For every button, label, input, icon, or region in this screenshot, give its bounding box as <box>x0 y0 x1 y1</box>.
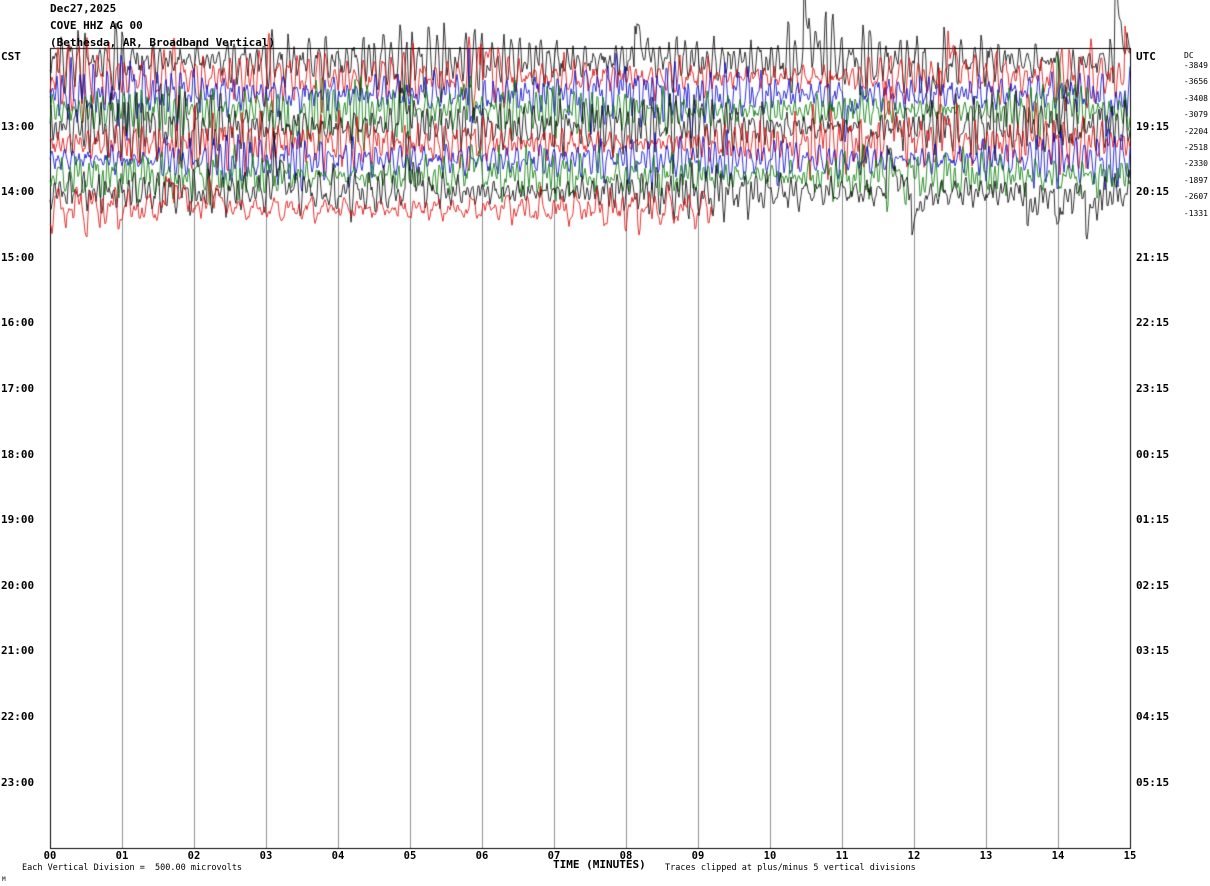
dc-offset-value-6: -2330 <box>1183 159 1208 168</box>
left-timezone-label: CST <box>1 50 21 63</box>
left-time-label-8: 21:00 <box>1 644 35 657</box>
right-time-label-4: 23:15 <box>1136 382 1170 395</box>
date-label: Dec27,2025 <box>50 2 117 15</box>
x-tick-label-0: 00 <box>43 850 57 862</box>
corner-mark: M <box>2 876 6 883</box>
x-tick-label-15: 15 <box>1123 850 1137 862</box>
x-tick-label-9: 09 <box>691 850 705 862</box>
x-tick-label-11: 11 <box>835 850 849 862</box>
dc-column-label: DC <box>1184 51 1194 60</box>
left-time-label-6: 19:00 <box>1 513 35 526</box>
dc-offset-value-8: -2607 <box>1183 192 1208 201</box>
right-time-label-6: 01:15 <box>1136 513 1170 526</box>
scale-note: Each Vertical Division = 500.00 microvol… <box>22 863 243 873</box>
right-time-label-7: 02:15 <box>1136 579 1170 592</box>
x-tick-label-3: 03 <box>259 850 273 862</box>
left-time-label-4: 17:00 <box>1 382 35 395</box>
dc-offset-value-9: -1331 <box>1183 209 1208 218</box>
clip-note: Traces clipped at plus/minus 5 vertical … <box>665 863 916 873</box>
dc-offset-value-3: -3079 <box>1183 110 1208 119</box>
x-tick-label-14: 14 <box>1051 850 1065 862</box>
left-time-label-5: 18:00 <box>1 448 35 461</box>
dc-offset-value-1: -3656 <box>1183 77 1208 86</box>
dc-offset-value-7: -1897 <box>1183 176 1208 185</box>
station-label: COVE HHZ AG 00 <box>50 19 143 32</box>
left-time-label-7: 20:00 <box>1 579 35 592</box>
left-time-label-10: 23:00 <box>1 776 35 789</box>
right-time-label-2: 21:15 <box>1136 251 1170 264</box>
left-time-label-0: 13:00 <box>1 120 35 133</box>
left-time-label-9: 22:00 <box>1 710 35 723</box>
right-time-label-9: 04:15 <box>1136 710 1170 723</box>
x-tick-label-1: 01 <box>115 850 129 862</box>
left-time-label-3: 16:00 <box>1 316 35 329</box>
dc-offset-value-0: -3849 <box>1183 61 1208 70</box>
right-timezone-label: UTC <box>1136 50 1156 63</box>
x-tick-label-12: 12 <box>907 850 921 862</box>
dc-offset-value-2: -3408 <box>1183 94 1208 103</box>
dc-offset-value-5: -2518 <box>1183 143 1208 152</box>
right-time-label-3: 22:15 <box>1136 316 1170 329</box>
x-tick-label-10: 10 <box>763 850 777 862</box>
x-tick-label-4: 04 <box>331 850 345 862</box>
x-tick-label-8: 08 <box>619 850 633 862</box>
location-label: (Bethesda, AR, Broadband Vertical) <box>50 36 276 49</box>
right-time-label-1: 20:15 <box>1136 185 1170 198</box>
dc-offset-value-4: -2204 <box>1183 127 1208 136</box>
x-tick-label-5: 05 <box>403 850 417 862</box>
x-tick-label-2: 02 <box>187 850 201 862</box>
right-time-label-8: 03:15 <box>1136 644 1170 657</box>
right-time-label-5: 00:15 <box>1136 448 1170 461</box>
right-time-label-10: 05:15 <box>1136 776 1170 789</box>
right-time-label-0: 19:15 <box>1136 120 1170 133</box>
left-time-label-1: 14:00 <box>1 185 35 198</box>
left-time-label-2: 15:00 <box>1 251 35 264</box>
x-tick-label-6: 06 <box>475 850 489 862</box>
x-tick-label-7: 07 <box>547 850 561 862</box>
x-tick-label-13: 13 <box>979 850 993 862</box>
x-axis-title: TIME (MINUTES) <box>553 858 646 871</box>
